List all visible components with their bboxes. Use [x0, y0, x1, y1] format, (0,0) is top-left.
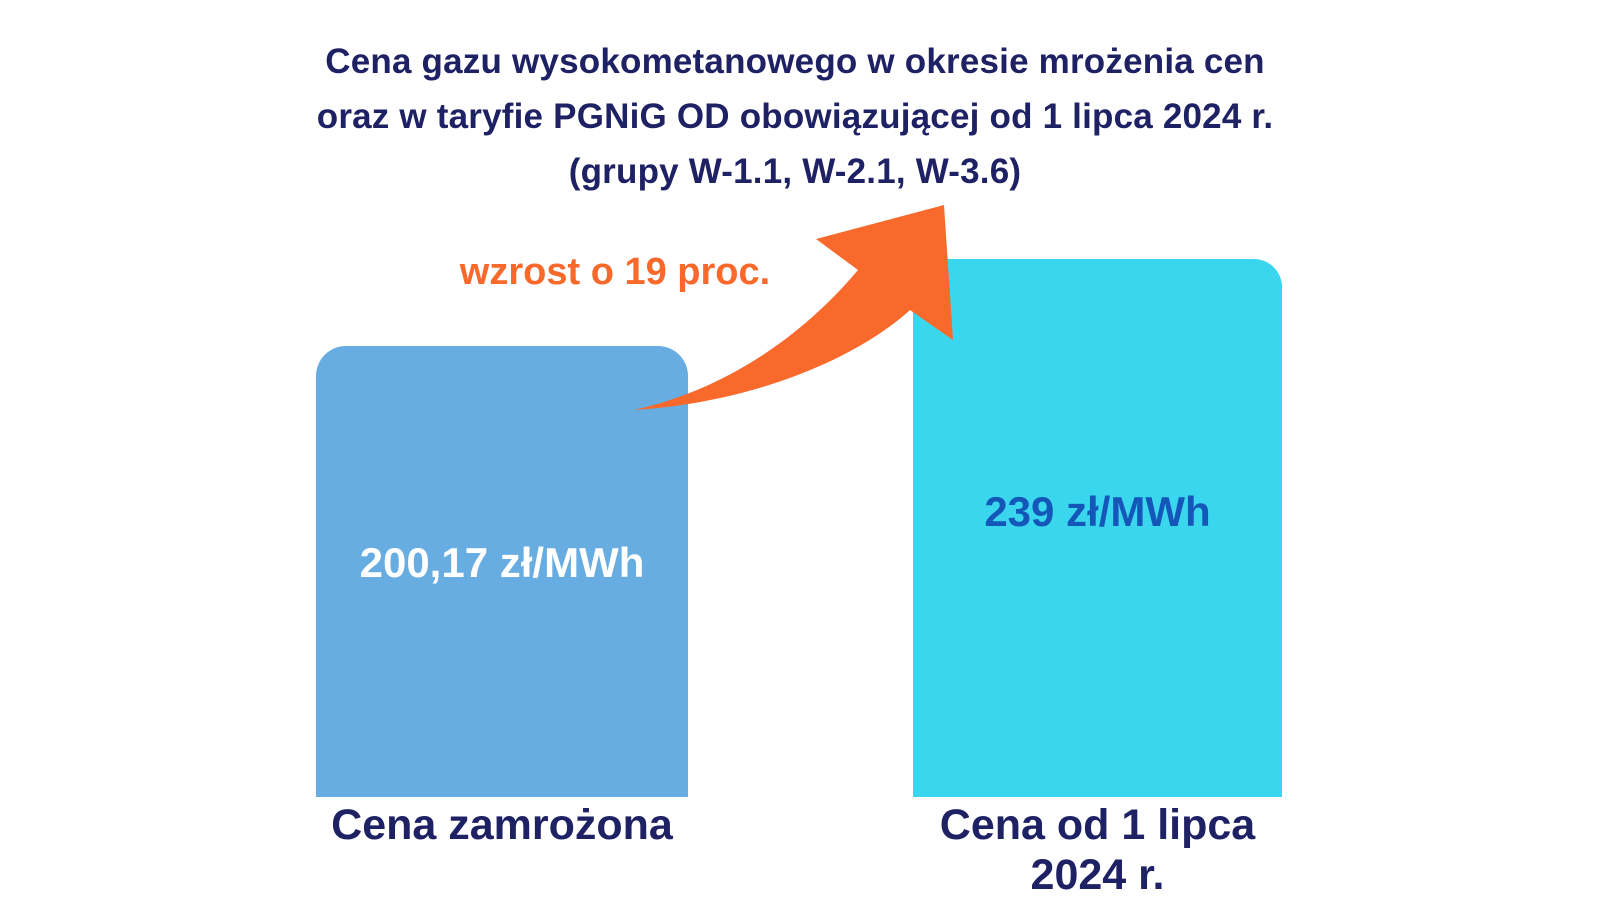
chart-title-line-3: (grupy W-1.1, W-2.1, W-3.6) [568, 152, 1022, 191]
bar-value-label-right: 239 zł/MWh [984, 488, 1211, 535]
bar-cena-od-1-lipca: 239 zł/MWh [913, 259, 1282, 797]
category-label-right: Cena od 1 lipca 2024 r. [939, 801, 1256, 899]
growth-annotation: wzrost o 19 proc. [459, 251, 771, 293]
chart-title: Cena gazu wysokometanowego w okresie mro… [0, 34, 1590, 199]
chart-title-line-1: Cena gazu wysokometanowego w okresie mro… [325, 42, 1265, 81]
category-label-left: Cena zamrożona [331, 801, 673, 849]
chart-title-line-2: oraz w taryfie PGNiG OD obowiązującej od… [316, 97, 1274, 136]
bar-value-label-left: 200,17 zł/MWh [359, 539, 645, 586]
bar-cena-zamrozona: 200,17 zł/MWh [316, 346, 688, 797]
